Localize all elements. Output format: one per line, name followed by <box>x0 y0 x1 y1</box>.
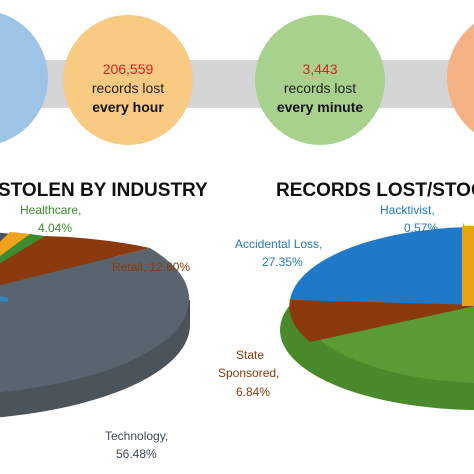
label-retail: Retail, 12.60% <box>112 260 190 274</box>
label-hacktivist-value: 0.57% <box>404 221 438 235</box>
label-state-name: State <box>236 348 264 362</box>
stat-minute-number: 3,443 <box>302 61 337 77</box>
label-healthcare-name: Healthcare, <box>20 203 81 217</box>
stat-circle-hour <box>63 15 193 145</box>
pie-right <box>280 226 474 410</box>
label-state-value: 6.84% <box>236 385 270 399</box>
slice-other-yellow <box>0 232 30 256</box>
label-technology-value: 56.48% <box>116 447 157 461</box>
label-accidental-value: 27.35% <box>262 255 303 269</box>
stat-hour-number: 206,559 <box>103 61 154 77</box>
slice-other-blue <box>0 296 8 302</box>
slice-retail <box>0 236 150 286</box>
label-technology-name: Technology, <box>105 429 168 443</box>
label-hacktivist-name: Hacktivist, <box>380 203 435 217</box>
stat-circle-minute <box>255 15 385 145</box>
slice-state-sponsored <box>289 300 474 342</box>
label-healthcare-value: 4.04% <box>38 221 72 235</box>
label-accidental-name: Accidental Loss, <box>235 237 322 251</box>
stat-minute-line2: records lost <box>284 80 356 96</box>
slice-accidental-loss <box>290 227 474 305</box>
label-in: In <box>462 221 472 235</box>
slice-insider-edge <box>462 226 474 306</box>
slice-technology <box>0 248 190 393</box>
heading-right: RECORDS LOST/STOC <box>276 180 474 201</box>
stat-circle-right-edge <box>447 23 474 133</box>
slice-healthcare <box>0 234 45 264</box>
pie-left <box>0 232 190 418</box>
label-state-name2: Sponsored, <box>218 366 279 380</box>
stat-minute-line3: every minute <box>277 99 364 115</box>
heading-left: STOLEN BY INDUSTRY <box>0 180 208 201</box>
stat-hour-line2: records lost <box>92 80 164 96</box>
stat-hour-line3: every hour <box>92 99 164 115</box>
stat-circle-left-edge <box>0 13 48 143</box>
